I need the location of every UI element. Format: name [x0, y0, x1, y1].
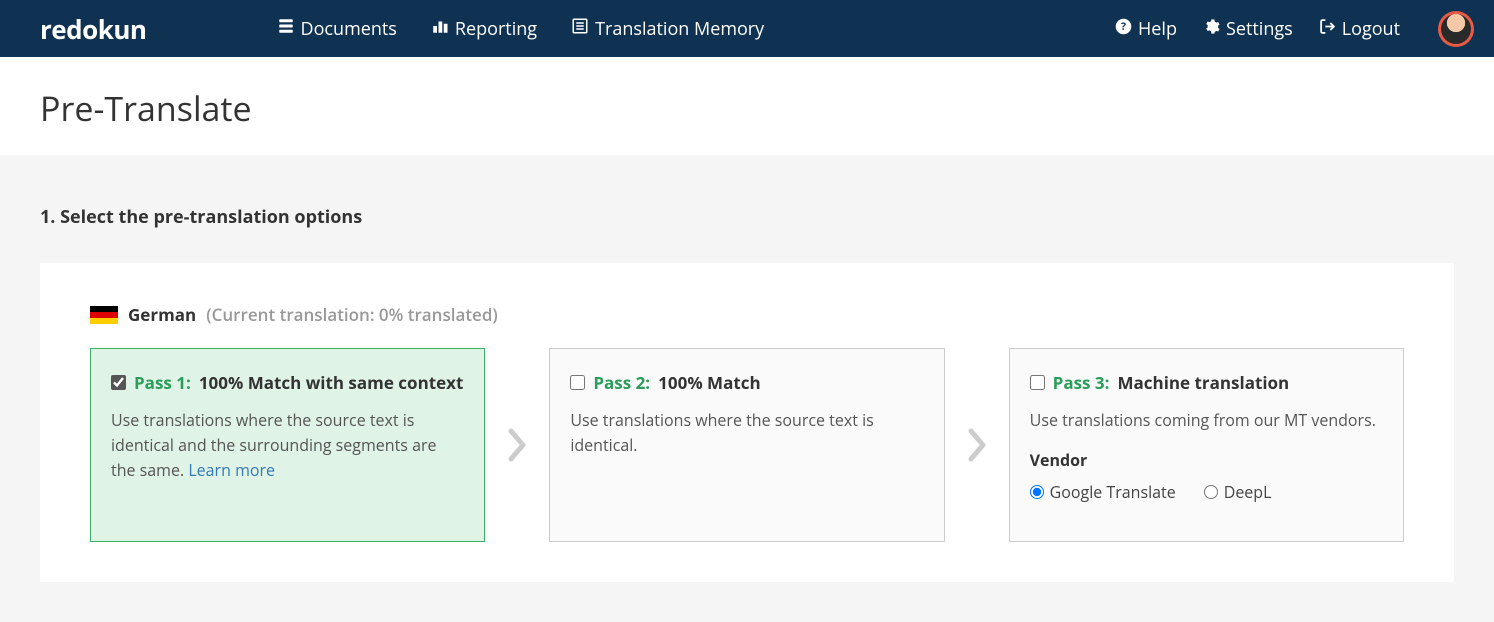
pass-3-description: Use translations coming from our MT vend… [1030, 408, 1383, 433]
vendor-deepl-option[interactable]: DeepL [1204, 481, 1272, 503]
chart-icon [431, 17, 449, 41]
pass-2-description: Use translations where the source text i… [570, 408, 923, 458]
pass-1-box[interactable]: Pass 1: 100% Match with same context Use… [90, 348, 485, 542]
pass-3-title: Machine translation [1117, 371, 1289, 394]
documents-icon [277, 17, 295, 41]
nav-documents[interactable]: Documents [277, 17, 397, 41]
svg-text:?: ? [1121, 20, 1126, 34]
gear-icon [1203, 17, 1220, 41]
chevron-right-icon [963, 423, 991, 467]
language-row: German (Current translation: 0% translat… [90, 303, 1404, 326]
nav-help[interactable]: ? Help [1115, 17, 1177, 41]
pass-1-label: Pass 1: [134, 371, 191, 394]
vendor-deepl-radio[interactable] [1204, 485, 1218, 499]
nav-logout[interactable]: Logout [1319, 17, 1400, 41]
vendor-google-label: Google Translate [1050, 481, 1176, 503]
pass-2-label: Pass 2: [593, 371, 650, 394]
vendor-google-radio[interactable] [1030, 485, 1044, 499]
nav-tm-label: Translation Memory [595, 17, 764, 41]
tm-icon [571, 17, 589, 41]
pass-1-title: 100% Match with same context [199, 371, 464, 394]
vendor-deepl-label: DeepL [1224, 481, 1272, 503]
learn-more-link[interactable]: Learn more [188, 459, 275, 481]
pass-3-box[interactable]: Pass 3: Machine translation Use translat… [1009, 348, 1404, 542]
vendor-google-option[interactable]: Google Translate [1030, 481, 1176, 503]
pass-1-description: Use translations where the source text i… [111, 408, 464, 482]
top-navbar: redokun Documents Reporting Translation … [0, 0, 1494, 57]
page-title-wrap: Pre-Translate [0, 57, 1494, 155]
pass-3-label: Pass 3: [1053, 371, 1110, 394]
passes-row: Pass 1: 100% Match with same context Use… [90, 348, 1404, 542]
nav-reporting-label: Reporting [455, 17, 537, 41]
chevron-right-icon [503, 423, 531, 467]
vendor-options: Google Translate DeepL [1030, 481, 1383, 503]
pass-2-box[interactable]: Pass 2: 100% Match Use translations wher… [549, 348, 944, 542]
nav-settings-label: Settings [1226, 17, 1293, 41]
language-status: (Current translation: 0% translated) [206, 303, 498, 326]
nav-reporting[interactable]: Reporting [431, 17, 537, 41]
nav-right-group: ? Help Settings Logout [1115, 11, 1474, 47]
nav-logout-label: Logout [1342, 17, 1400, 41]
help-icon: ? [1115, 17, 1132, 41]
pass-2-title: 100% Match [658, 371, 760, 394]
germany-flag-icon [90, 306, 118, 324]
pass-2-checkbox[interactable] [570, 375, 585, 390]
nav-documents-label: Documents [301, 17, 397, 41]
language-name: German [128, 303, 196, 326]
brand-logo[interactable]: redokun [40, 11, 147, 47]
options-card: German (Current translation: 0% translat… [40, 263, 1454, 582]
nav-translation-memory[interactable]: Translation Memory [571, 17, 764, 41]
pass-3-checkbox[interactable] [1030, 375, 1045, 390]
nav-help-label: Help [1138, 17, 1177, 41]
page-title: Pre-Translate [40, 85, 1454, 131]
vendor-heading: Vendor [1030, 449, 1383, 471]
nav-left-group: Documents Reporting Translation Memory [277, 17, 765, 41]
logout-icon [1319, 17, 1336, 41]
section-heading: 1. Select the pre-translation options [40, 205, 1454, 229]
nav-settings[interactable]: Settings [1203, 17, 1293, 41]
user-avatar[interactable] [1438, 11, 1474, 47]
options-section: 1. Select the pre-translation options Ge… [0, 155, 1494, 622]
pass-1-checkbox[interactable] [111, 375, 126, 390]
